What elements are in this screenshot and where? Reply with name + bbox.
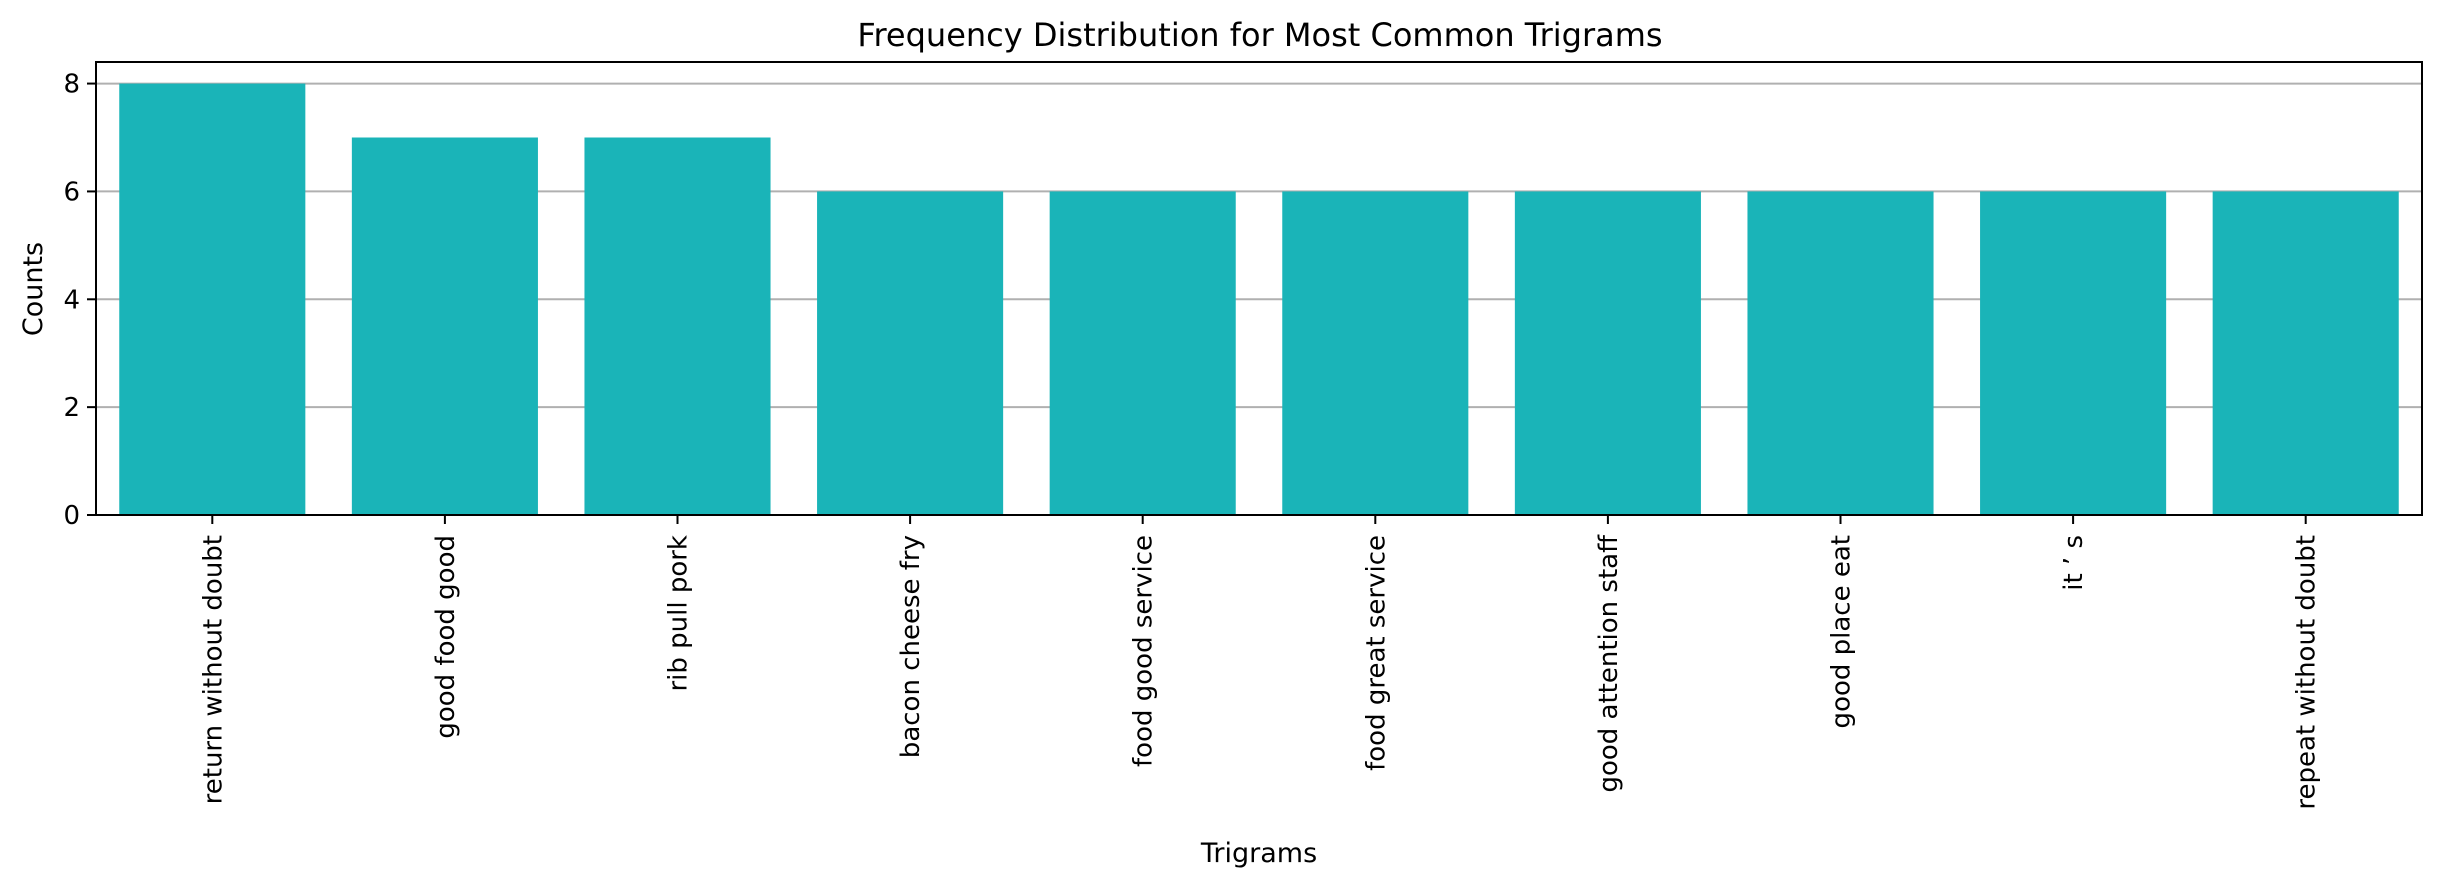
x-tick-label: return without doubt — [198, 535, 228, 804]
y-tick-label: 0 — [63, 501, 80, 531]
x-tick-label: bacon cheese fry — [896, 535, 926, 758]
bars — [119, 83, 2399, 516]
chart-title: Frequency Distribution for Most Common T… — [857, 16, 1662, 54]
bar — [1747, 191, 1934, 515]
y-tick-label: 8 — [63, 70, 80, 100]
bar — [1980, 191, 2167, 515]
x-tick-label: good place eat — [1827, 535, 1857, 728]
bar — [2212, 191, 2399, 515]
bar — [351, 137, 538, 515]
y-axis-ticks: 0 2 4 6 8 — [63, 70, 96, 531]
bar — [1049, 191, 1236, 515]
x-tick-label: good food good — [431, 535, 461, 739]
x-tick-label: it ’ s — [2059, 535, 2089, 591]
plot-frame — [95, 61, 2423, 516]
x-tick-label: food good service — [1129, 535, 1159, 767]
bar — [1282, 191, 1469, 515]
x-tick-label: rib pull pork — [664, 535, 694, 692]
x-axis-ticks: return without doubt good food good rib pu… — [198, 515, 2322, 810]
y-tick-label: 6 — [63, 177, 80, 207]
bar — [817, 191, 1004, 515]
x-tick-label: repeat without doubt — [2292, 535, 2322, 810]
y-axis-label: Counts — [18, 242, 49, 336]
x-axis-label: Trigrams — [1200, 838, 1317, 869]
bar — [584, 137, 771, 515]
y-tick-label: 2 — [63, 393, 80, 423]
x-tick-label: good attention staff — [1594, 534, 1624, 793]
x-tick-label: food great service — [1361, 535, 1391, 771]
bar — [1514, 191, 1701, 515]
y-tick-label: 4 — [63, 285, 80, 315]
bar — [119, 83, 306, 516]
